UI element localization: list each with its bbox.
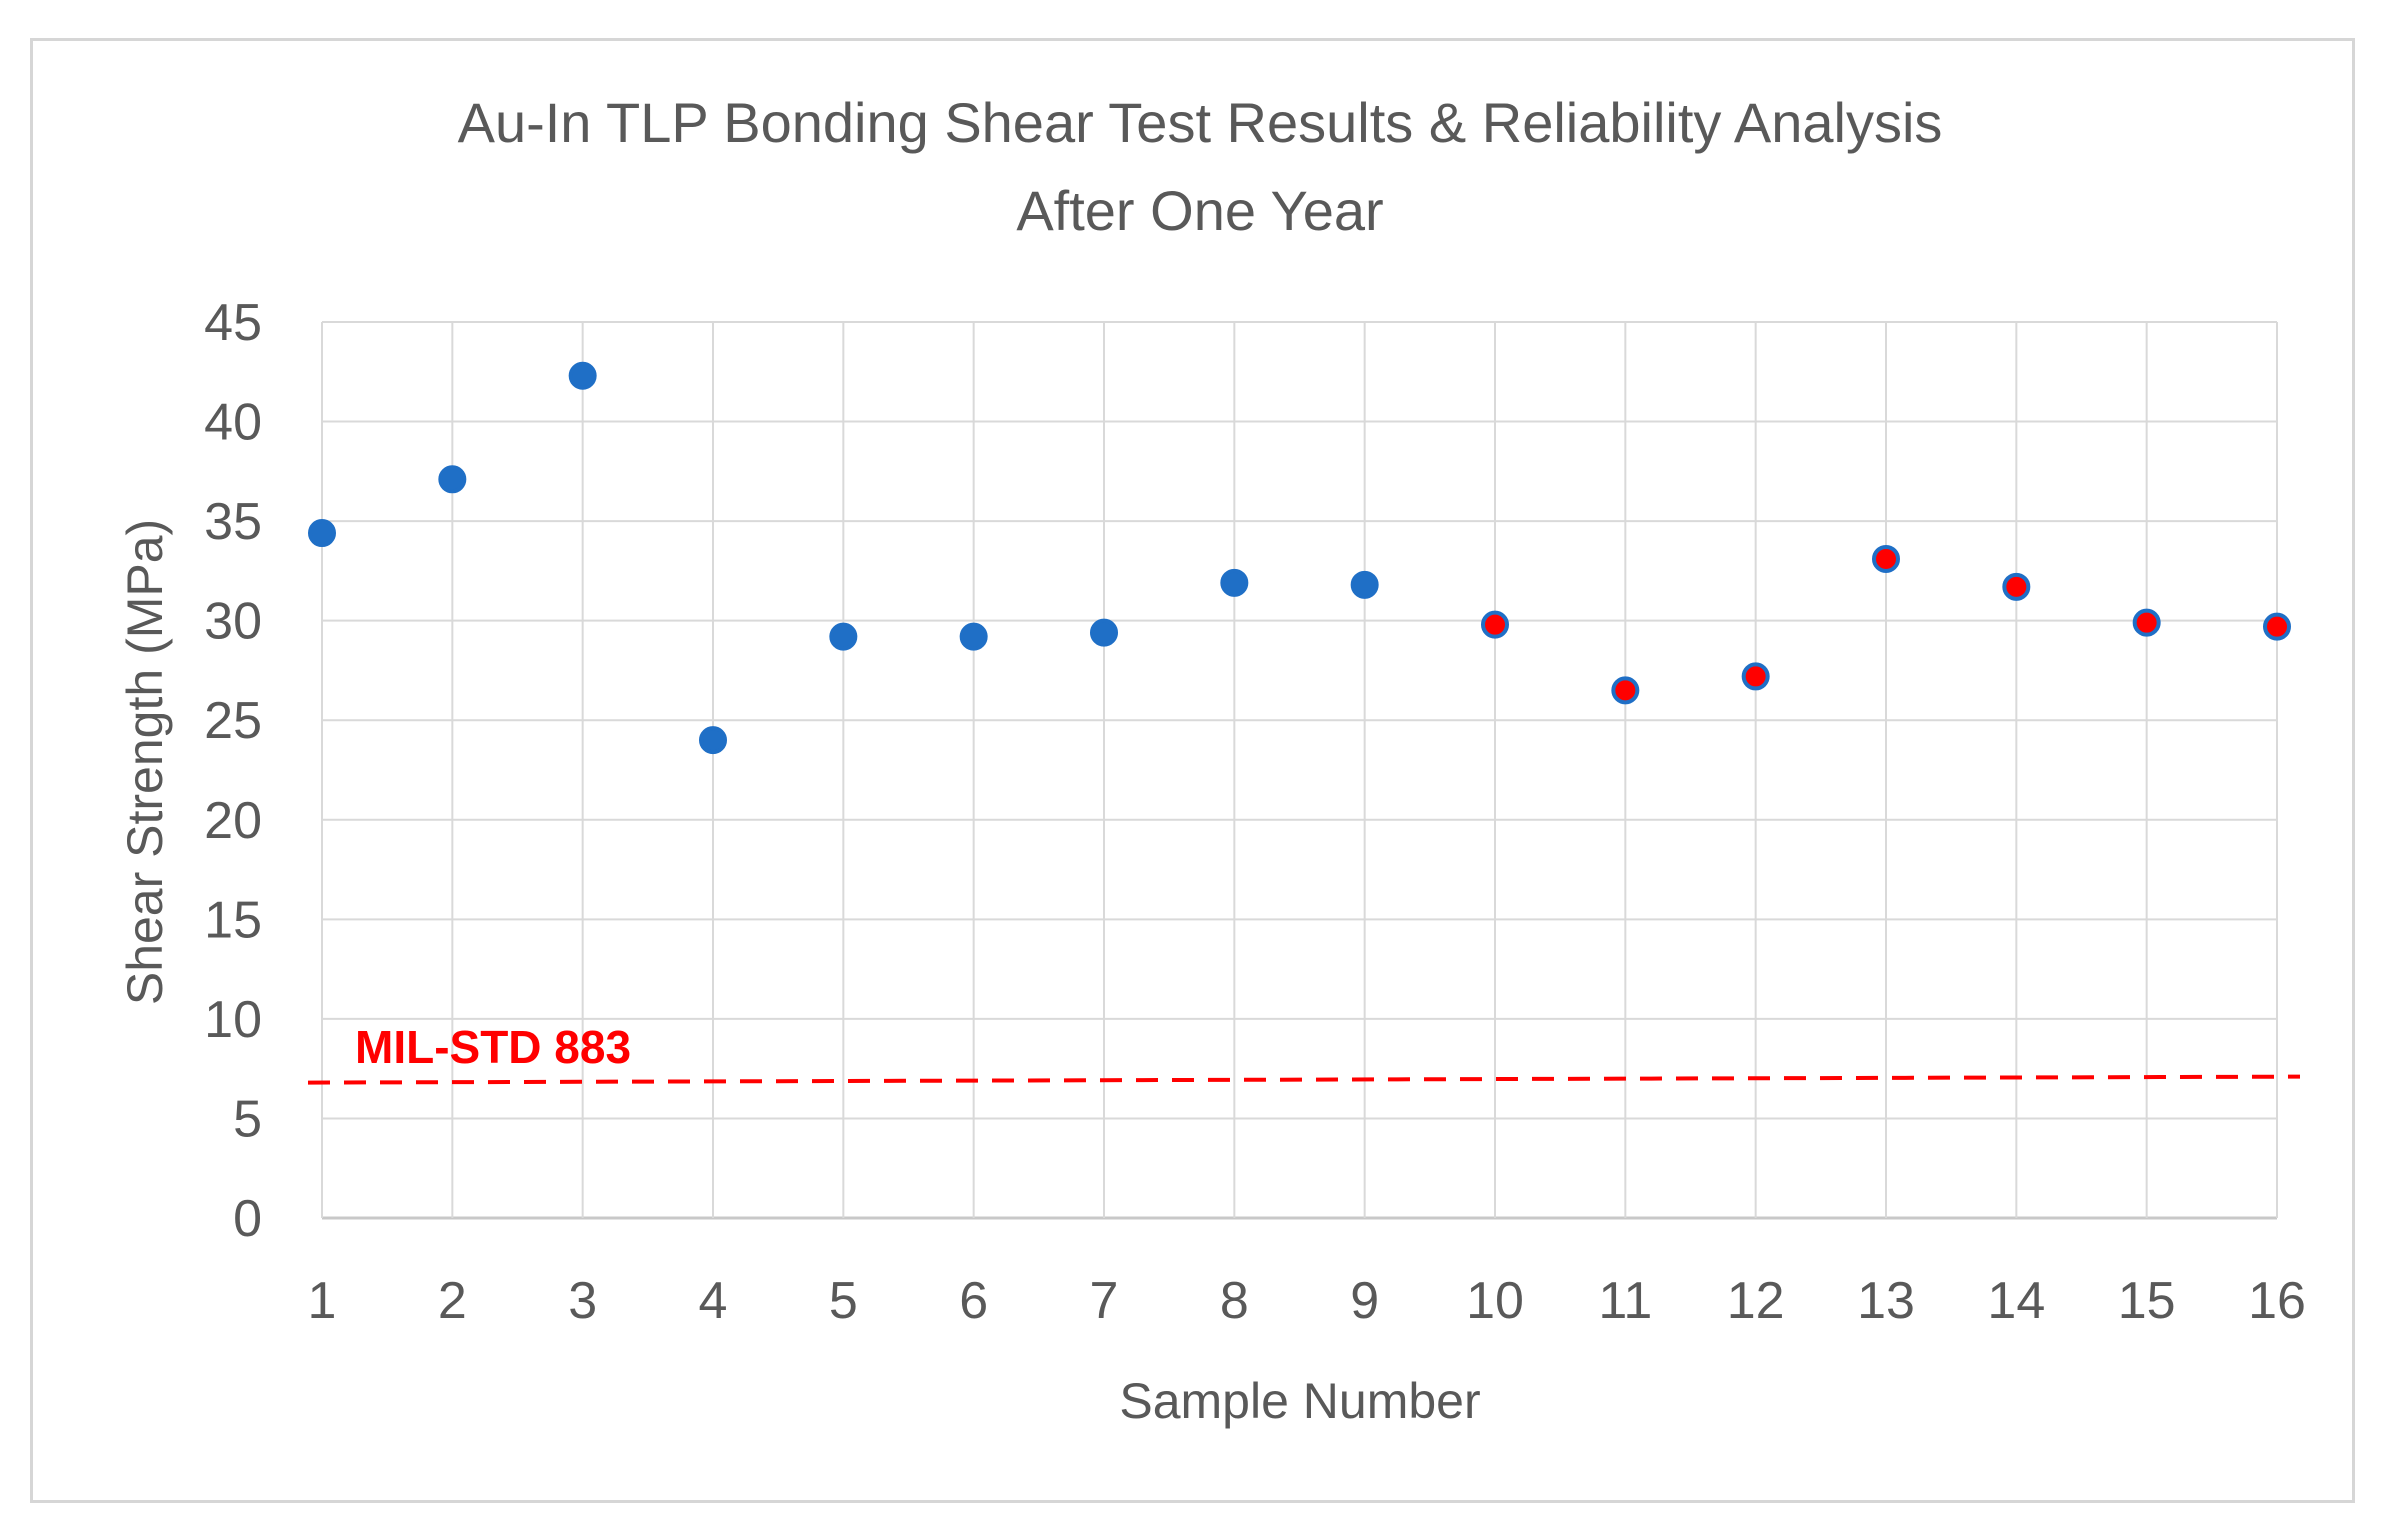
x-tick-label: 14 <box>1987 1272 2045 1330</box>
x-tick-label: 13 <box>1857 1272 1915 1330</box>
x-tick-label: 5 <box>829 1272 858 1330</box>
data-point <box>2002 572 2031 601</box>
x-tick-label: 7 <box>1090 1272 1119 1330</box>
chart-subtitle: After One Year <box>1016 179 1383 242</box>
x-tick-label: 10 <box>1466 1272 1524 1330</box>
data-point <box>438 465 467 494</box>
y-tick-label: 20 <box>204 792 262 850</box>
x-axis-title: Sample Number <box>1119 1373 1480 1429</box>
data-point <box>308 519 336 548</box>
data-point <box>959 622 988 651</box>
y-tick-label: 15 <box>204 891 262 949</box>
data-points <box>308 361 2291 755</box>
x-tick-label: 3 <box>568 1272 597 1330</box>
chart-title: Au-In TLP Bonding Shear Test Results & R… <box>458 91 1943 154</box>
chart-frame <box>30 38 2355 1503</box>
y-tick-label: 10 <box>204 991 262 1049</box>
x-tick-label: 1 <box>308 1272 337 1330</box>
data-point <box>699 726 727 755</box>
data-point <box>568 361 597 390</box>
x-tick-label: 12 <box>1727 1272 1785 1330</box>
data-point <box>1611 676 1640 705</box>
data-point <box>1090 618 1118 647</box>
y-axis-ticks: 0 5 10 15 20 25 30 35 40 45 <box>204 294 262 1248</box>
y-tick-label: 25 <box>204 692 262 750</box>
y-tick-label: 0 <box>233 1190 262 1248</box>
y-tick-label: 5 <box>233 1090 262 1148</box>
y-tick-label: 45 <box>204 294 262 352</box>
x-tick-label: 16 <box>2248 1272 2306 1330</box>
y-tick-label: 30 <box>204 593 262 651</box>
data-point <box>1872 544 1900 573</box>
y-axis-title: Shear Strength (MPa) <box>117 519 173 1005</box>
y-tick-label: 35 <box>204 493 262 551</box>
data-point <box>2132 608 2161 637</box>
x-axis-ticks: 1 2 3 4 5 6 7 8 9 10 11 12 13 14 15 16 <box>308 1272 2306 1330</box>
mil-std-reference-line <box>307 1074 2301 1085</box>
y-tick-label: 40 <box>204 394 262 452</box>
x-tick-label: 11 <box>1598 1272 1652 1330</box>
data-point <box>1350 570 1379 599</box>
x-tick-label: 9 <box>1350 1272 1379 1330</box>
x-tick-label: 6 <box>959 1272 988 1330</box>
data-point <box>829 622 858 651</box>
x-tick-label: 15 <box>2118 1272 2176 1330</box>
reference-line-label: MIL-STD 883 <box>355 1021 631 1073</box>
x-tick-label: 4 <box>699 1272 728 1330</box>
x-tick-label: 8 <box>1220 1272 1249 1330</box>
data-point <box>1741 662 1770 691</box>
data-point <box>1481 610 1509 639</box>
data-point <box>2263 612 2291 641</box>
data-point <box>1220 568 1249 597</box>
grid <box>321 321 2278 1220</box>
x-tick-label: 2 <box>438 1272 467 1330</box>
